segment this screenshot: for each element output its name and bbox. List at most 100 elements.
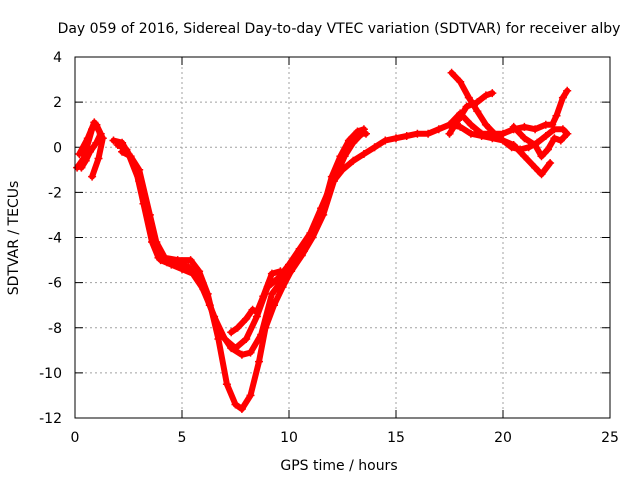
data-point bbox=[445, 120, 454, 129]
data-point bbox=[543, 145, 552, 154]
data-point bbox=[516, 145, 525, 154]
chart-title: Day 059 of 2016, Sidereal Day-to-day VTE… bbox=[58, 21, 621, 37]
data-point bbox=[531, 163, 540, 172]
data-point bbox=[520, 134, 529, 143]
data-point bbox=[473, 98, 482, 107]
data-point bbox=[359, 125, 368, 134]
data-point bbox=[370, 143, 379, 152]
y-tick-label: -4 bbox=[48, 231, 62, 247]
data-point bbox=[349, 156, 358, 165]
data-point bbox=[558, 125, 567, 134]
data-point bbox=[98, 134, 107, 143]
data-point bbox=[509, 122, 518, 131]
data-point bbox=[173, 256, 182, 265]
data-point bbox=[152, 238, 161, 246]
data-point bbox=[327, 172, 336, 181]
data-point bbox=[261, 323, 270, 332]
data-point bbox=[563, 129, 572, 138]
data-point bbox=[300, 247, 308, 255]
data-point bbox=[203, 289, 212, 298]
data-point bbox=[344, 136, 353, 145]
data-point bbox=[184, 262, 193, 271]
y-tick-label: -6 bbox=[48, 276, 62, 292]
y-tick-label: 2 bbox=[53, 95, 62, 111]
data-point bbox=[237, 350, 246, 359]
data-point bbox=[563, 86, 572, 95]
data-point bbox=[381, 136, 390, 145]
data-point bbox=[83, 134, 92, 143]
data-point bbox=[447, 68, 456, 77]
data-point bbox=[550, 134, 559, 143]
data-point bbox=[466, 120, 475, 129]
data-point bbox=[246, 391, 255, 400]
y-tick-label: 4 bbox=[53, 50, 62, 66]
y-tick-label: -10 bbox=[39, 366, 62, 382]
data-point bbox=[90, 118, 99, 127]
data-point bbox=[319, 204, 328, 213]
data-point bbox=[552, 111, 561, 120]
data-point bbox=[109, 136, 118, 145]
data-point bbox=[227, 328, 236, 337]
x-tick-label: 20 bbox=[494, 430, 512, 446]
data-point bbox=[248, 305, 257, 314]
data-point bbox=[402, 132, 411, 140]
data-point bbox=[456, 122, 465, 131]
data-point bbox=[94, 154, 103, 163]
data-point bbox=[81, 156, 90, 165]
plot-frame bbox=[74, 56, 611, 419]
x-tick-label: 10 bbox=[280, 430, 298, 446]
data-point bbox=[160, 253, 169, 262]
data-point bbox=[481, 120, 490, 129]
data-point bbox=[434, 125, 443, 134]
data-point bbox=[246, 348, 255, 357]
data-point bbox=[531, 125, 540, 134]
data-point bbox=[126, 152, 135, 161]
data-point bbox=[233, 323, 242, 332]
y-tick-label: -12 bbox=[39, 411, 62, 427]
data-point bbox=[310, 224, 319, 233]
series-line-track-2 bbox=[76, 119, 106, 180]
data-point bbox=[488, 129, 497, 138]
y-tick-label: -2 bbox=[48, 185, 62, 201]
data-point bbox=[413, 129, 422, 138]
data-point bbox=[488, 89, 497, 98]
data-point bbox=[359, 150, 368, 158]
data-point bbox=[242, 314, 251, 323]
data-point bbox=[255, 357, 263, 366]
data-point bbox=[464, 93, 473, 102]
data-point bbox=[214, 335, 223, 343]
data-point bbox=[118, 147, 127, 156]
data-point bbox=[135, 165, 144, 174]
data-point bbox=[392, 134, 400, 143]
data-point bbox=[252, 308, 261, 316]
data-point bbox=[499, 136, 507, 145]
x-axis-label: GPS time / hours bbox=[280, 458, 397, 474]
data-point bbox=[88, 172, 97, 181]
data-point bbox=[507, 143, 516, 152]
data-point bbox=[186, 256, 195, 265]
data-point bbox=[445, 129, 454, 138]
data-point bbox=[276, 267, 285, 276]
data-point bbox=[558, 93, 567, 102]
data-point bbox=[145, 210, 154, 219]
data-point bbox=[456, 109, 465, 118]
data-point bbox=[537, 170, 546, 179]
data-point bbox=[75, 150, 84, 158]
data-point bbox=[237, 405, 246, 413]
data-point bbox=[242, 335, 251, 343]
data-point bbox=[548, 120, 557, 129]
tick-labels: 0 5 10 15 20 25 -12 -10 -8 -6 -4 -2 0 2 4 bbox=[39, 50, 619, 446]
data-point bbox=[267, 289, 276, 298]
x-tick-label: 15 bbox=[387, 430, 405, 446]
data-point bbox=[289, 262, 298, 271]
data-point bbox=[524, 143, 533, 152]
data-point bbox=[499, 129, 507, 138]
data-point bbox=[222, 380, 231, 389]
x-tick-label: 0 bbox=[71, 430, 80, 446]
data-point bbox=[520, 152, 529, 161]
data-point bbox=[231, 400, 240, 409]
data-point bbox=[537, 152, 546, 161]
data-point bbox=[278, 283, 287, 292]
